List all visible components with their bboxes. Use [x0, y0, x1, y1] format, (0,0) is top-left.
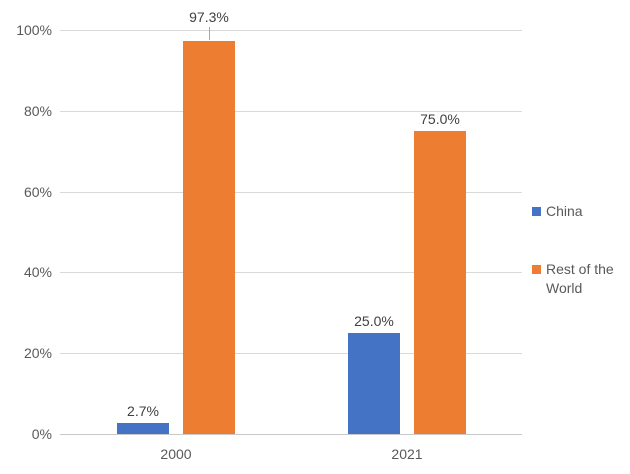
y-axis-tick-label-60: 60%: [23, 184, 52, 200]
legend-label-rest-of-the-world: Rest of the World: [546, 261, 614, 296]
data-label-rest-of-the-world-2021: 75.0%: [420, 111, 460, 127]
data-label-china-2000: 2.7%: [127, 403, 159, 419]
data-label-china-2021: 25.0%: [354, 313, 394, 329]
gridline-100: [60, 30, 522, 31]
y-axis-tick-label-0: 0%: [31, 426, 52, 442]
y-axis-tick-label-20: 20%: [23, 345, 52, 361]
legend-item-rest-of-the-world: Rest of the World: [532, 260, 624, 298]
legend-item-china: China: [532, 202, 624, 221]
x-axis-label-2000: 2000: [160, 446, 192, 462]
y-axis-tick-label-80: 80%: [23, 103, 52, 119]
x-axis-label-2021: 2021: [391, 446, 423, 462]
bar-china-2021: [348, 333, 400, 434]
bar-rest-of-the-world-2021: [414, 131, 466, 434]
data-label-leader-line: [209, 27, 210, 40]
y-axis-tick-label-100: 100%: [16, 22, 52, 38]
bar-china-2000: [117, 423, 169, 434]
y-axis-tick-label-40: 40%: [23, 264, 52, 280]
legend-swatch-china: [532, 207, 541, 216]
gridline-20: [60, 353, 522, 354]
gridline-60: [60, 192, 522, 193]
legend-swatch-rest-of-the-world: [532, 265, 541, 274]
gridline-40: [60, 272, 522, 273]
bar-rest-of-the-world-2000: [183, 41, 235, 434]
data-label-rest-of-the-world-2000: 97.3%: [189, 9, 229, 25]
x-axis-line: [60, 434, 522, 435]
legend-label-china: China: [546, 203, 583, 219]
gridline-80: [60, 111, 522, 112]
